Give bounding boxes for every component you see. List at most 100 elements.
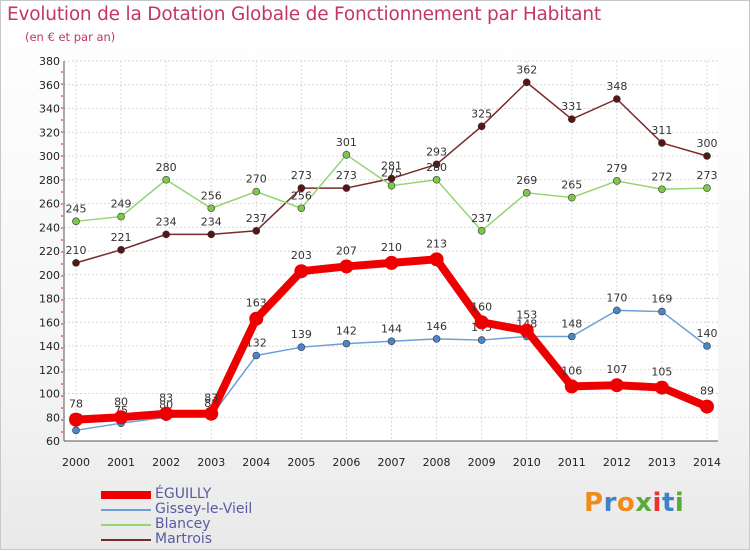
data-label: 265 <box>561 179 582 192</box>
x-tick-label: 2012 <box>603 456 631 469</box>
data-label: 107 <box>606 363 627 376</box>
data-label: 78 <box>69 398 83 411</box>
data-label: 207 <box>336 244 357 257</box>
data-label: 256 <box>291 189 312 202</box>
y-tick-label: 140 <box>39 340 60 353</box>
data-label: 153 <box>516 309 537 322</box>
data-point <box>162 230 170 239</box>
data-label: 140 <box>697 327 718 340</box>
data-point <box>567 193 576 202</box>
data-point <box>474 315 489 330</box>
data-label: 169 <box>651 293 672 306</box>
data-point <box>342 151 351 159</box>
data-point <box>159 406 174 421</box>
data-label: 245 <box>66 202 87 215</box>
x-tick-label: 2003 <box>197 456 225 469</box>
y-tick-label: 220 <box>39 245 60 258</box>
data-point <box>297 204 306 213</box>
y-tick-label: 380 <box>39 55 60 68</box>
data-label: 80 <box>114 395 128 408</box>
data-point <box>339 259 354 274</box>
data-label: 148 <box>561 318 582 331</box>
legend-label: Blancey <box>155 516 211 532</box>
data-label: 105 <box>651 366 672 379</box>
data-point <box>342 339 351 348</box>
data-label: 144 <box>381 322 402 335</box>
data-label: 132 <box>246 337 267 350</box>
data-point <box>384 255 399 270</box>
y-tick-label: 160 <box>39 316 60 329</box>
y-tick-label: 200 <box>39 269 60 282</box>
y-tick-label: 260 <box>39 198 60 211</box>
legend-item: Blancey <box>101 516 361 533</box>
logo-letter: P <box>584 488 604 518</box>
data-label: 237 <box>471 212 492 225</box>
data-point <box>564 379 579 394</box>
y-tick-label: 240 <box>39 221 60 234</box>
data-point <box>477 336 486 344</box>
data-label: 273 <box>291 169 312 182</box>
legend-item: ÉGUILLY <box>101 486 361 503</box>
data-point <box>252 351 261 360</box>
legend-swatch <box>101 539 151 541</box>
data-point <box>613 95 621 103</box>
data-point <box>477 122 486 131</box>
proxiti-logo: Proxiti <box>584 488 684 518</box>
logo-letter: t <box>661 488 675 518</box>
data-point <box>522 78 531 87</box>
y-tick-label: 180 <box>39 293 60 306</box>
legend-item: Gissey-le-Vieil <box>101 501 361 518</box>
y-tick-label: 320 <box>39 126 60 139</box>
data-label: 301 <box>336 136 357 149</box>
data-point <box>204 406 219 421</box>
data-label: 279 <box>606 162 627 175</box>
legend-swatch <box>101 524 151 526</box>
data-point <box>613 177 621 185</box>
data-label: 234 <box>156 215 177 228</box>
data-point <box>519 323 534 338</box>
legend-swatch <box>101 491 151 499</box>
data-point <box>477 227 486 235</box>
data-label: 275 <box>381 167 402 180</box>
data-point <box>387 181 396 190</box>
data-label: 280 <box>426 161 447 174</box>
data-point <box>249 311 264 326</box>
data-label: 106 <box>561 364 582 377</box>
x-tick-label: 2002 <box>152 456 180 469</box>
y-tick-label: 80 <box>46 411 60 424</box>
y-tick-label: 340 <box>39 103 60 116</box>
legend-label: Martrois <box>155 531 213 547</box>
y-tick-label: 100 <box>39 388 60 401</box>
data-label: 325 <box>471 107 492 120</box>
data-point <box>114 410 129 425</box>
legend-label: Gissey-le-Vieil <box>155 501 253 517</box>
y-tick-label: 360 <box>39 79 60 92</box>
data-label: 213 <box>426 237 447 250</box>
x-tick-label: 2007 <box>378 456 406 469</box>
data-label: 280 <box>156 161 177 174</box>
data-point <box>69 412 83 427</box>
data-point <box>297 184 306 192</box>
x-tick-label: 2009 <box>468 456 496 469</box>
x-tick-label: 2008 <box>423 456 451 469</box>
x-tick-label: 2014 <box>693 456 721 469</box>
data-label: 163 <box>246 297 267 310</box>
x-tick-label: 2004 <box>242 456 270 469</box>
data-point <box>703 342 711 350</box>
data-label: 83 <box>159 392 173 405</box>
data-point <box>432 335 441 343</box>
chart-subtitle: (en € et par an) <box>25 30 116 44</box>
data-point <box>294 264 309 279</box>
data-label: 362 <box>516 63 537 76</box>
x-tick-label: 2006 <box>332 456 360 469</box>
data-point <box>432 175 441 184</box>
data-point <box>703 184 711 192</box>
logo-letter: x <box>635 488 653 518</box>
data-label: 272 <box>651 170 672 183</box>
data-label: 83 <box>204 392 218 405</box>
data-label: 331 <box>561 100 582 113</box>
logo-letter: r <box>603 488 617 518</box>
data-label: 89 <box>700 385 714 398</box>
data-point <box>522 189 531 197</box>
